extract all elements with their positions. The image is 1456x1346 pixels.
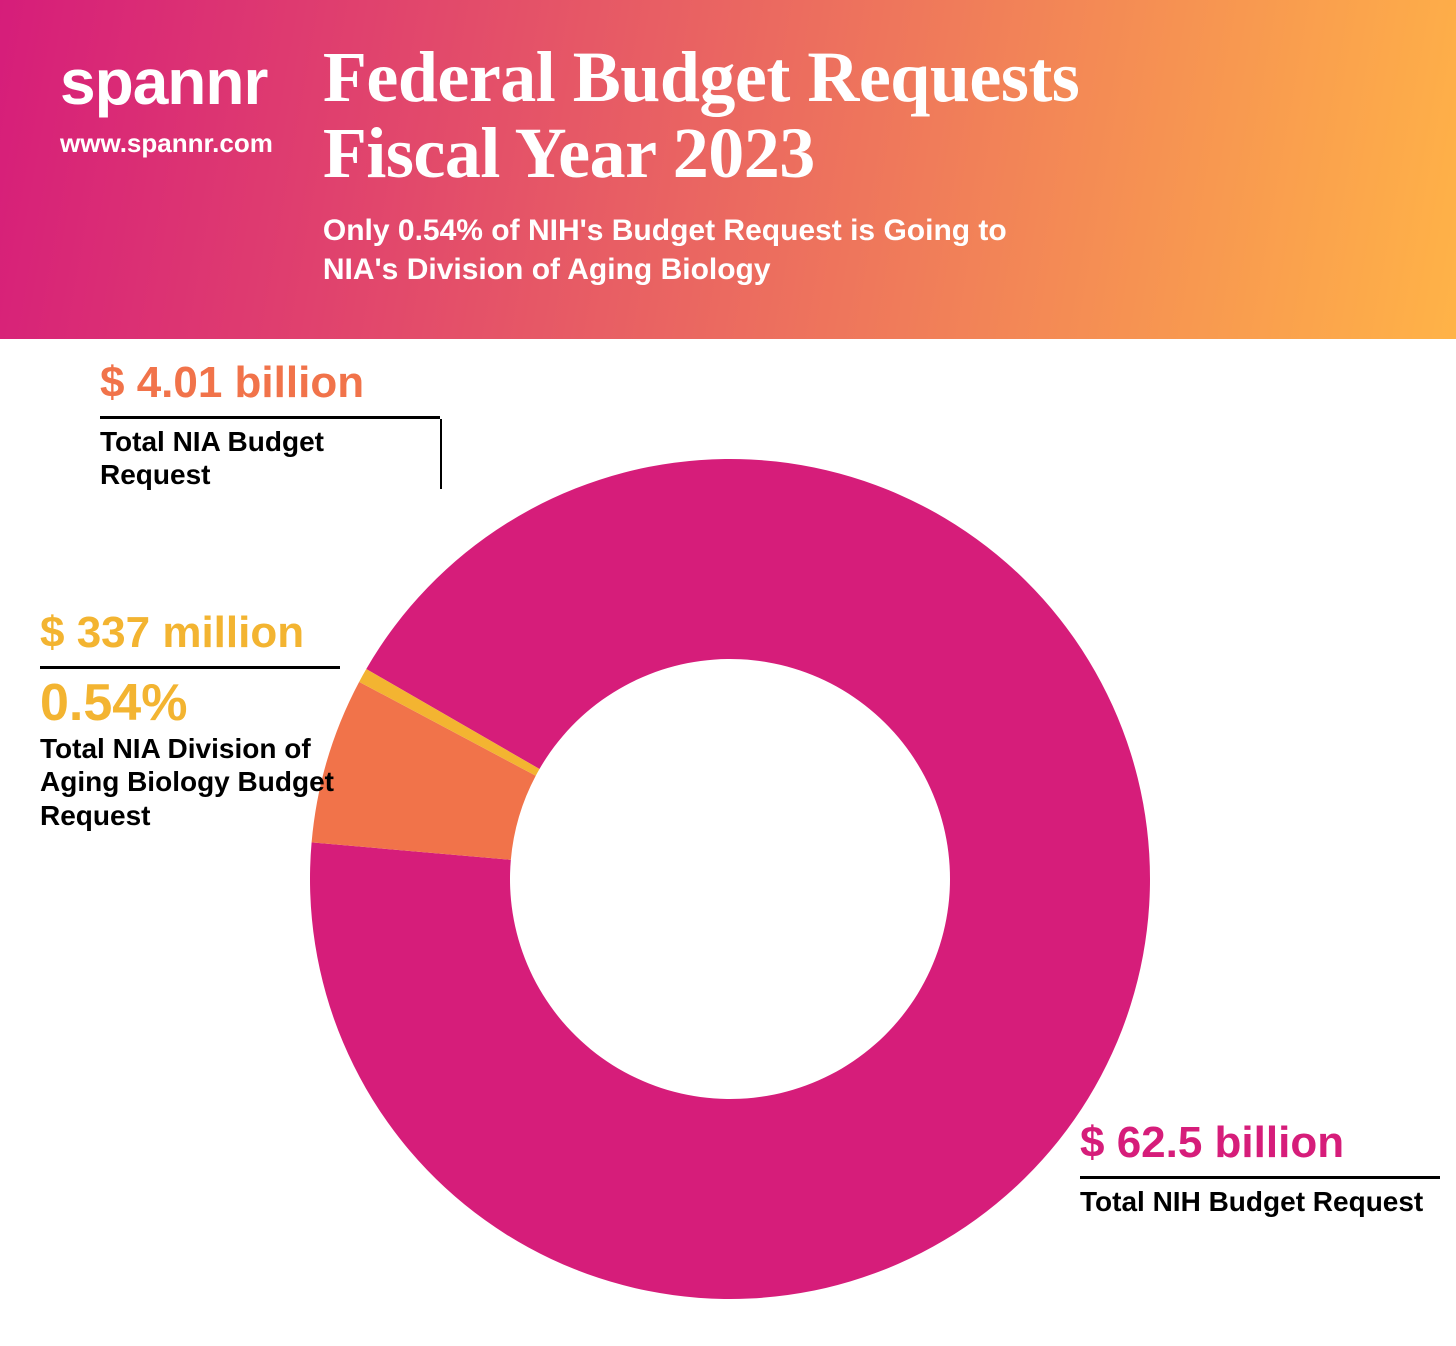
callout-nih-label: Total NIH Budget Request [1080,1185,1440,1219]
callout-nia-amount: $ 4.01 billion [100,359,440,407]
header-subtitle: Only 0.54% of NIH's Budget Request is Go… [323,211,1396,289]
header-text: Federal Budget Requests Fiscal Year 2023… [323,40,1396,289]
callout-dab-rule [40,666,340,669]
donut-slice-nih [310,459,1150,1299]
header-title: Federal Budget Requests Fiscal Year 2023 [323,40,1396,191]
chart-area: $ 4.01 billion Total NIA Budget Request … [0,339,1456,1339]
subtitle-line-1: Only 0.54% of NIH's Budget Request is Go… [323,214,1007,247]
brand-block: spannr www.spannr.com [60,40,273,159]
donut-chart [300,449,1160,1314]
brand-url: www.spannr.com [60,128,273,159]
callout-nih-amount: $ 62.5 billion [1080,1119,1440,1167]
callout-nih-rule [1080,1176,1440,1179]
leader-nia-vert [440,419,442,489]
title-line-2: Fiscal Year 2023 [323,113,815,193]
callout-nih: $ 62.5 billion Total NIH Budget Request [1080,1119,1440,1218]
callout-dab-label: Total NIA Division of Aging Biology Budg… [40,732,340,833]
donut-svg [300,449,1160,1309]
callout-nia: $ 4.01 billion Total NIA Budget Request [100,359,440,492]
header-banner: spannr www.spannr.com Federal Budget Req… [0,0,1456,339]
callout-dab: $ 337 million 0.54% Total NIA Division o… [40,609,340,832]
title-line-1: Federal Budget Requests [323,37,1079,117]
callout-dab-amount: $ 337 million [40,609,340,657]
callout-nia-rule [100,416,440,419]
subtitle-line-2: NIA's Division of Aging Biology [323,253,771,286]
callout-dab-percent: 0.54% [40,675,340,732]
brand-logo: spannr [60,50,273,114]
callout-nia-label: Total NIA Budget Request [100,425,440,492]
